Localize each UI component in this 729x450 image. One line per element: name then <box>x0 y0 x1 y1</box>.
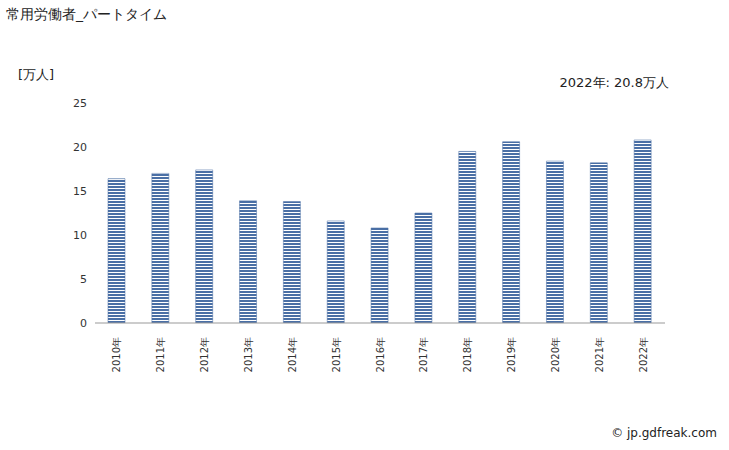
svg-text:25: 25 <box>73 97 87 110</box>
svg-text:2015年: 2015年 <box>331 337 342 372</box>
svg-text:10: 10 <box>73 229 87 242</box>
svg-text:2013年: 2013年 <box>243 337 254 372</box>
html-text:2022年: 20.8万人: 2022年: 20.8万人 <box>559 75 669 90</box>
html-text:常用労働者_パートタイム: 常用労働者_パートタイム <box>6 6 167 22</box>
svg-text:2016年: 2016年 <box>375 337 386 372</box>
svg-text:2022年: 2022年 <box>638 337 649 372</box>
svg-text:15: 15 <box>73 185 87 198</box>
svg-text:2014年: 2014年 <box>287 337 298 372</box>
svg-text:20: 20 <box>73 141 87 154</box>
svg-text:2019年: 2019年 <box>506 337 517 372</box>
svg-text:2021年: 2021年 <box>594 337 605 372</box>
svg-text:2011年: 2011年 <box>155 337 166 372</box>
svg-text:2017年: 2017年 <box>418 337 429 372</box>
svg-text:2020年: 2020年 <box>550 337 561 372</box>
html-text:© jp.gdfreak.com: © jp.gdfreak.com <box>611 426 717 440</box>
svg-text:2018年: 2018年 <box>462 337 473 372</box>
svg-text:2012年: 2012年 <box>199 337 210 372</box>
svg-text:2010年: 2010年 <box>111 337 122 372</box>
svg-text:0: 0 <box>80 317 87 330</box>
html-text:[万人]: [万人] <box>18 67 55 82</box>
svg-text:5: 5 <box>80 273 87 286</box>
